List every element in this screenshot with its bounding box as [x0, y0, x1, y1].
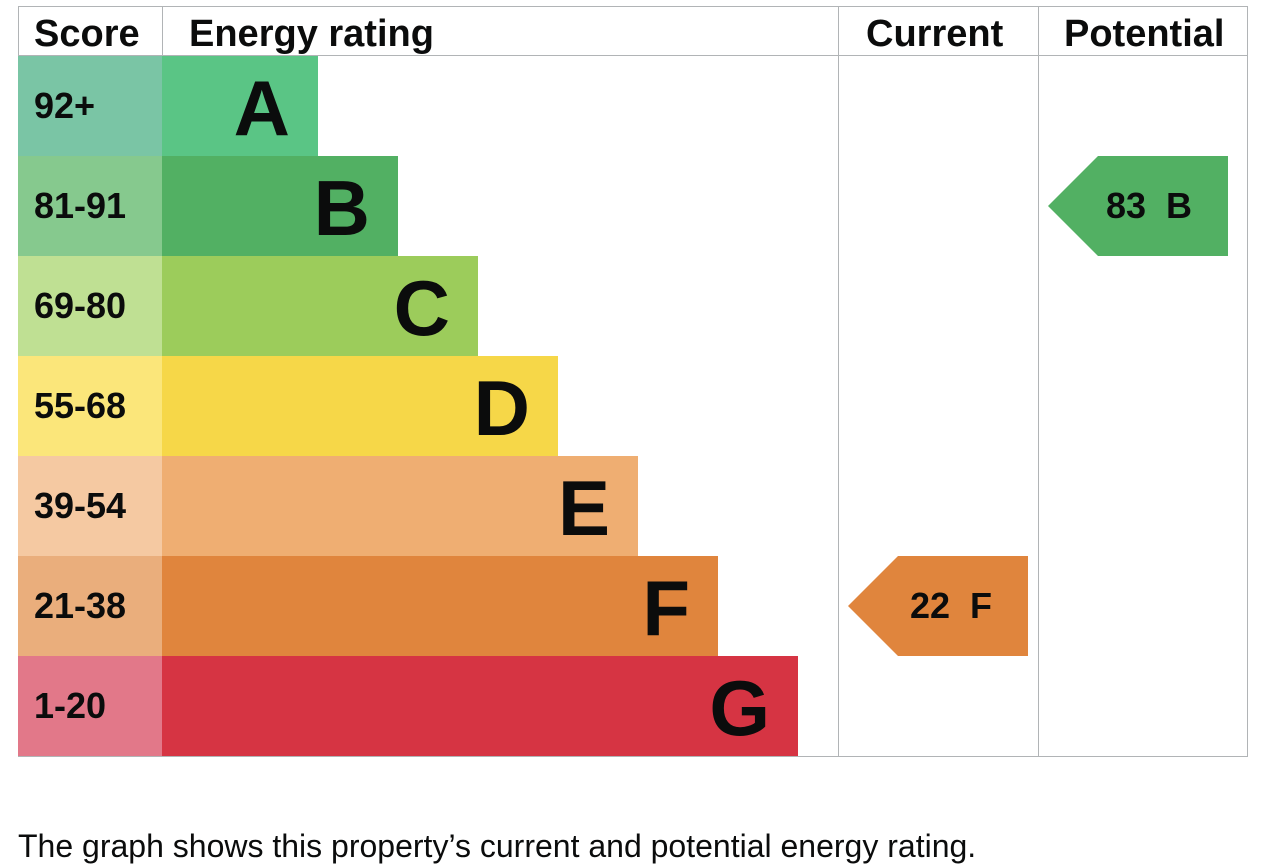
band-bar: C: [162, 256, 478, 356]
column-divider: [838, 6, 839, 757]
band-score-range: 21-38: [18, 556, 162, 656]
chart-description: The graph shows this property’s current …: [18, 828, 977, 864]
potential-rating-arrow: 83 B: [1048, 156, 1228, 256]
band-bar: D: [162, 356, 558, 456]
band-score-range: 55-68: [18, 356, 162, 456]
band-bar: G: [162, 656, 798, 756]
header-potential: Potential: [1064, 13, 1225, 55]
current-rating-label: 22 F: [910, 585, 993, 626]
band-bar: B: [162, 156, 398, 256]
current-rating-arrow: 22 F: [848, 556, 1028, 656]
band-score-range: 92+: [18, 56, 162, 156]
column-divider: [1038, 6, 1039, 757]
band-score-range: 69-80: [18, 256, 162, 356]
band-bar: F: [162, 556, 718, 656]
band-score-range: 81-91: [18, 156, 162, 256]
header-current: Current: [866, 13, 1004, 55]
arrow-shape-icon: [848, 556, 1028, 656]
band-bar: A: [162, 56, 318, 156]
header-divider: [18, 55, 1248, 56]
arrow-shape-icon: [1048, 156, 1228, 256]
potential-rating-label: 83 B: [1106, 185, 1193, 226]
band-bar: E: [162, 456, 638, 556]
band-score-range: 39-54: [18, 456, 162, 556]
header-energy-rating: Energy rating: [189, 13, 434, 55]
band-score-range: 1-20: [18, 656, 162, 756]
header-score: Score: [34, 13, 140, 55]
